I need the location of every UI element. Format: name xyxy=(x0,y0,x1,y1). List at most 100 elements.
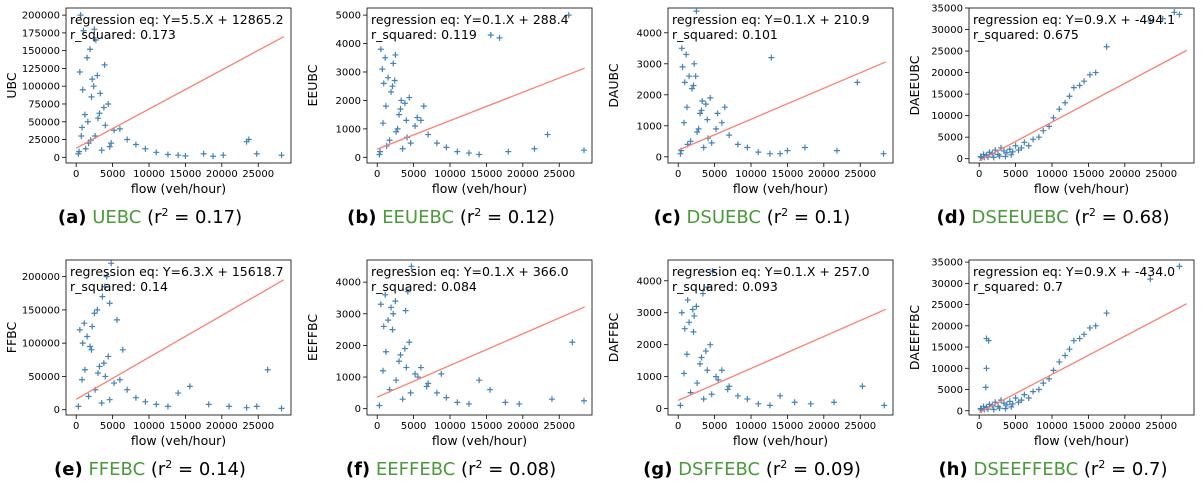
data-point xyxy=(443,144,450,151)
data-point xyxy=(443,394,450,401)
y-tick-label: 0 xyxy=(957,406,963,417)
data-point xyxy=(766,150,773,157)
plot-frame xyxy=(667,259,894,416)
data-point xyxy=(681,79,688,86)
data-point xyxy=(420,103,427,110)
caption-label: (a) xyxy=(57,207,87,228)
data-point xyxy=(1030,388,1037,395)
x-tick-label: 0 xyxy=(976,169,982,180)
data-point xyxy=(84,118,91,125)
data-point xyxy=(380,120,387,127)
y-tick-label: 0 xyxy=(54,153,60,164)
data-point xyxy=(153,401,160,408)
r-squared-value: r_squared: 0.119 xyxy=(371,27,477,42)
y-tick-label: 15000 xyxy=(931,343,963,354)
caption-measure-name: UEBC xyxy=(92,207,142,228)
y-tick-label: 25000 xyxy=(931,47,963,58)
data-point xyxy=(106,396,113,403)
x-tick-label: 20000 xyxy=(808,169,840,180)
data-point xyxy=(379,66,386,73)
data-point xyxy=(683,351,690,358)
data-point xyxy=(985,337,992,344)
y-tick-label: 50000 xyxy=(28,372,60,383)
y-tick-label: 35000 xyxy=(931,258,963,269)
data-point xyxy=(721,104,728,111)
data-point xyxy=(683,51,690,58)
data-point xyxy=(996,405,1003,412)
data-point xyxy=(1070,337,1077,344)
y-axis-label: FFBC xyxy=(4,321,19,353)
x-tick-label: 25000 xyxy=(844,421,876,432)
y-tick-label: 0 xyxy=(355,404,361,415)
r-squared-value: r_squared: 0.675 xyxy=(973,27,1079,42)
data-point xyxy=(718,119,725,126)
plot-frame xyxy=(968,7,1195,164)
data-point xyxy=(807,400,814,407)
x-tick-label: 0 xyxy=(675,169,681,180)
caption-r2-value: 0.1 xyxy=(814,207,844,228)
data-point xyxy=(831,399,838,406)
data-point xyxy=(253,150,260,157)
x-axis-label: flow (veh/hour) xyxy=(131,181,226,196)
data-point xyxy=(101,61,108,68)
data-point xyxy=(702,101,709,108)
data-point xyxy=(77,12,84,19)
data-point xyxy=(693,8,700,15)
y-tick-label: 100000 xyxy=(22,82,60,93)
figure-caption: (f) EEFFEBC (r2 = 0.08) xyxy=(345,458,557,480)
data-point xyxy=(678,45,685,52)
data-point xyxy=(407,389,414,396)
r-squared-value: r_squared: 0.173 xyxy=(70,27,176,42)
data-point xyxy=(859,383,866,390)
y-tick-label: 1000 xyxy=(637,372,662,383)
caption-r2-value: 0.09 xyxy=(813,459,854,480)
data-point xyxy=(119,346,126,353)
data-point xyxy=(377,46,384,53)
data-point xyxy=(693,303,700,310)
data-point xyxy=(105,100,112,107)
data-point xyxy=(755,400,762,407)
data-point xyxy=(108,260,115,267)
x-tick-label: 0 xyxy=(73,169,79,180)
data-point xyxy=(709,268,716,275)
data-point xyxy=(689,85,696,92)
data-point xyxy=(1086,71,1093,78)
data-point xyxy=(678,309,685,316)
data-point xyxy=(79,340,86,347)
y-tick-label: 1000 xyxy=(336,373,361,384)
x-axis-label: flow (veh/hour) xyxy=(733,181,828,196)
data-point xyxy=(692,73,699,80)
data-point xyxy=(245,136,252,143)
x-tick-label: 5000 xyxy=(401,169,426,180)
data-point xyxy=(99,293,106,300)
x-tick-label: 10000 xyxy=(735,421,767,432)
chart-panel-g: 0 1000 2000 3000 4000 0 5000 10000 15000 20000 250… xyxy=(602,252,902,504)
figure-caption: (e) FFEBC (r2 = 0.14) xyxy=(54,458,246,480)
y-tick-label: 150000 xyxy=(22,46,60,57)
data-point xyxy=(98,147,105,154)
x-tick-label: 10000 xyxy=(133,169,165,180)
data-point xyxy=(580,147,587,154)
data-point xyxy=(1159,15,1166,22)
r-squared-value: r_squared: 0.14 xyxy=(70,279,168,294)
caption-measure-name: DSUEBC xyxy=(686,207,761,228)
x-axis-label: flow (veh/hour) xyxy=(1034,433,1129,448)
data-point xyxy=(1035,386,1042,393)
data-point xyxy=(734,141,741,148)
scatter-plot: 0 5000 10000 15000 20000 25000 30000 35000 0 5000… xyxy=(907,258,1195,448)
y-tick-label: 200000 xyxy=(22,272,60,283)
data-point xyxy=(681,325,688,332)
data-point xyxy=(465,400,472,407)
figure-caption: (d) DSEEUEBC (r2 = 0.68) xyxy=(936,206,1170,228)
x-tick-label: 10000 xyxy=(434,169,466,180)
r-squared-value: r_squared: 0.093 xyxy=(672,279,778,294)
data-point xyxy=(714,110,721,117)
data-point xyxy=(108,140,115,147)
data-point xyxy=(1050,114,1057,121)
x-tick-label: 5000 xyxy=(1003,421,1028,432)
data-point xyxy=(1003,401,1010,408)
data-point xyxy=(388,304,395,311)
data-point xyxy=(1009,148,1016,155)
data-point xyxy=(1012,395,1019,402)
